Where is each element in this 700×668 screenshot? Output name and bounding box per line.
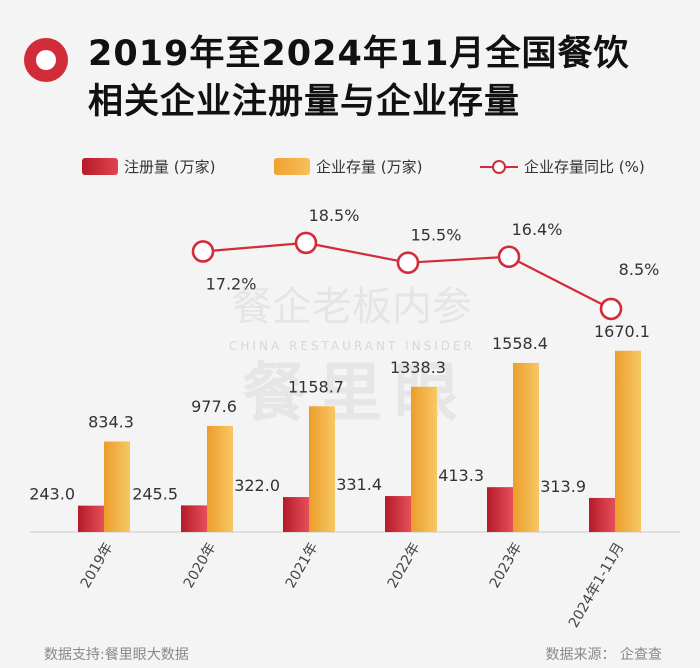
chart-title: 2019年至2024年11月全国餐饮 相关企业注册量与企业存量	[88, 30, 688, 126]
x-tick-label-2: 2021年	[283, 540, 322, 591]
point-yoy-3	[497, 245, 521, 269]
point-yoy-4	[599, 297, 623, 321]
title-icon	[24, 38, 68, 82]
watermark-sub: CHINA RESTAURANT INSIDER	[229, 339, 475, 353]
bar-registration-3	[385, 496, 411, 532]
bar-stock-1	[207, 425, 233, 532]
x-tick-label-5: 2024年1-11月	[566, 540, 628, 631]
bar-stock-5	[615, 350, 641, 532]
label-stock-0: 834.3	[88, 412, 134, 431]
label-yoy-1: 18.5%	[309, 206, 360, 225]
label-yoy-2: 15.5%	[411, 226, 462, 245]
point-yoy-0	[191, 240, 215, 263]
label-stock-1: 977.6	[191, 397, 237, 416]
x-tick-label-0: 2019年	[78, 540, 117, 591]
label-registration-1: 245.5	[132, 484, 178, 503]
legend-label-yoy: 企业存量同比 (%)	[524, 158, 645, 176]
label-yoy-0: 17.2%	[206, 274, 257, 293]
label-stock-5: 1670.1	[594, 322, 650, 341]
chart-title-line1: 2019年至2024年11月全国餐饮	[88, 34, 630, 74]
label-stock-4: 1558.4	[492, 334, 548, 353]
label-registration-0: 243.0	[29, 485, 75, 504]
label-registration-3: 331.4	[336, 475, 382, 494]
legend-item-yoy: 企业存量同比 (%)	[480, 156, 645, 177]
bar-registration-4	[487, 487, 513, 532]
bar-stock-0	[104, 441, 130, 532]
x-tick-label-1: 2020年	[181, 540, 220, 591]
label-registration-4: 413.3	[438, 466, 484, 485]
label-stock-2: 1158.7	[288, 377, 344, 396]
legend-item-registration: 注册量 (万家)	[82, 156, 215, 177]
point-yoy-2	[396, 251, 420, 275]
bar-registration-2	[283, 497, 309, 532]
legend-swatch-registration	[82, 158, 118, 175]
label-yoy-3: 16.4%	[512, 220, 563, 239]
point-yoy-1	[294, 231, 318, 255]
bar-registration-0	[78, 505, 104, 532]
label-stock-3: 1338.3	[390, 358, 446, 377]
bar-registration-1	[181, 505, 207, 532]
watermark-main: 餐企老板内参	[232, 284, 472, 330]
x-tick-label-3: 2022年	[385, 540, 424, 591]
label-registration-2: 322.0	[234, 476, 280, 495]
chart-title-line2: 相关企业注册量与企业存量	[88, 82, 521, 122]
legend-line-yoy	[480, 159, 518, 174]
footer-data-support: 数据支持:餐里眼大数据	[44, 647, 189, 663]
bar-stock-3	[411, 386, 437, 532]
bar-stock-2	[309, 406, 335, 532]
footer-data-source: 数据来源： 企查查	[545, 647, 662, 663]
label-registration-5: 313.9	[540, 477, 586, 496]
bar-stock-4	[513, 362, 539, 532]
x-tick-label-4: 2023年	[487, 540, 526, 591]
legend-label-stock: 企业存量 (万家)	[316, 158, 423, 176]
legend-label-registration: 注册量 (万家)	[124, 158, 216, 176]
bar-registration-5	[589, 497, 615, 532]
legend-item-stock: 企业存量 (万家)	[274, 156, 422, 177]
legend-swatch-stock	[274, 158, 310, 175]
label-yoy-4: 8.5%	[619, 260, 660, 279]
